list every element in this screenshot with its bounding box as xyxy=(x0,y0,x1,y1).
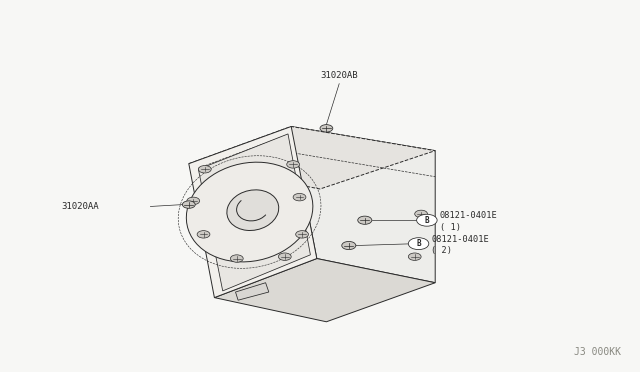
Circle shape xyxy=(296,231,308,238)
Text: B: B xyxy=(416,239,421,248)
Text: ( 2): ( 2) xyxy=(431,246,452,255)
Circle shape xyxy=(358,216,372,224)
Ellipse shape xyxy=(227,190,279,231)
Circle shape xyxy=(408,238,429,250)
Polygon shape xyxy=(214,259,435,322)
Circle shape xyxy=(415,210,428,218)
Circle shape xyxy=(293,193,306,201)
Circle shape xyxy=(342,241,356,250)
Text: B: B xyxy=(424,216,429,225)
Polygon shape xyxy=(198,134,310,291)
Circle shape xyxy=(417,214,437,226)
Circle shape xyxy=(230,255,243,262)
Circle shape xyxy=(287,161,300,168)
Circle shape xyxy=(278,253,291,260)
Text: J3 000KK: J3 000KK xyxy=(574,347,621,357)
Circle shape xyxy=(182,201,195,208)
Ellipse shape xyxy=(186,162,313,262)
Circle shape xyxy=(197,231,210,238)
Polygon shape xyxy=(236,283,269,300)
Text: ( 1): ( 1) xyxy=(440,223,461,232)
Polygon shape xyxy=(189,126,317,298)
Circle shape xyxy=(187,197,200,205)
Text: 31020AA: 31020AA xyxy=(61,202,99,211)
Circle shape xyxy=(198,166,211,173)
Polygon shape xyxy=(291,126,435,283)
Text: 08121-0401E: 08121-0401E xyxy=(440,211,497,220)
Polygon shape xyxy=(189,126,435,189)
Text: 08121-0401E: 08121-0401E xyxy=(431,235,489,244)
Circle shape xyxy=(320,125,333,132)
Circle shape xyxy=(408,253,421,260)
Text: 31020AB: 31020AB xyxy=(321,71,358,80)
